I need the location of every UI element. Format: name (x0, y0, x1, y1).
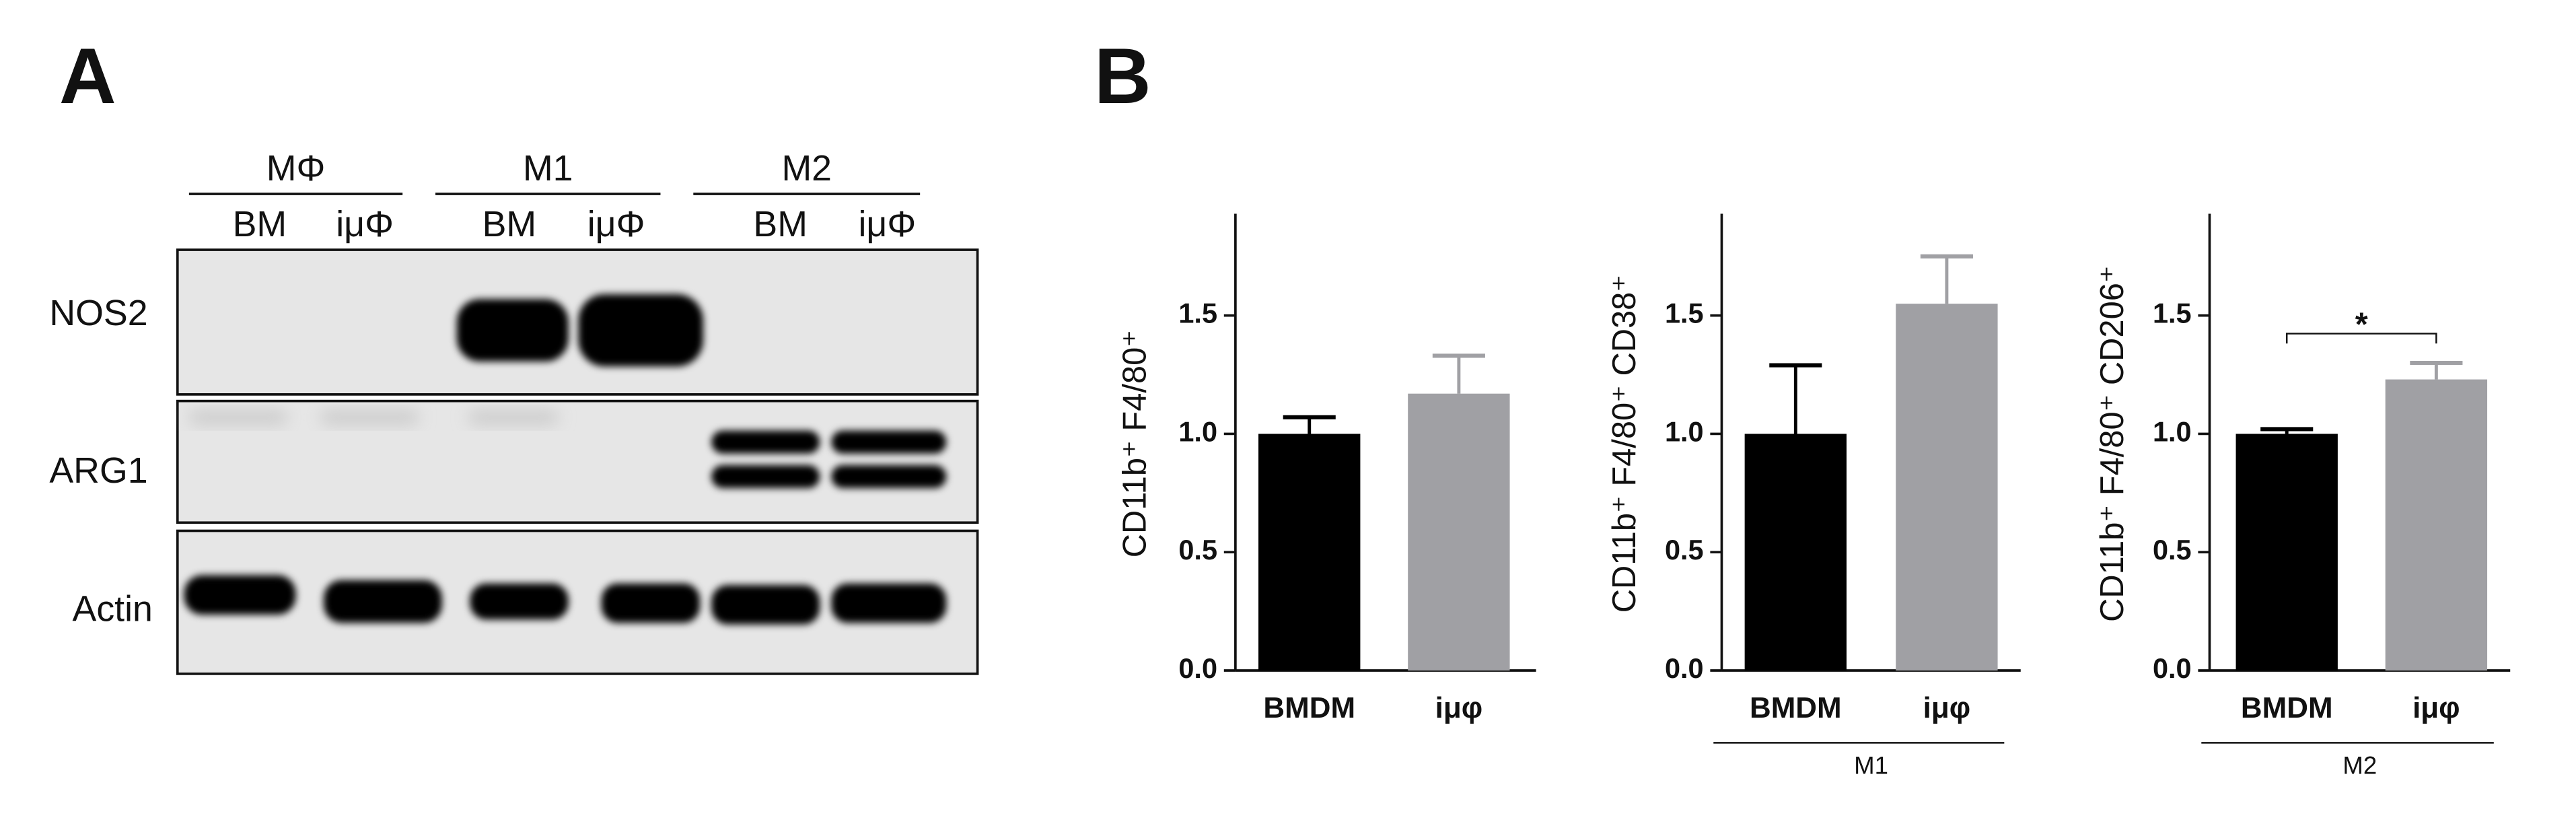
significance-bracket (2286, 333, 2437, 344)
x-tick-label: BMDM (1750, 691, 1842, 724)
band (184, 575, 296, 615)
y-tick-label: 0.5 (2153, 534, 2192, 565)
x-tick-label: iμφ (1435, 691, 1483, 724)
faint-band (188, 411, 288, 424)
row-label: NOS2 (49, 293, 147, 333)
panel-label: A (59, 32, 116, 120)
lane-label: BM (233, 204, 287, 244)
row-label: Actin (73, 588, 153, 629)
y-tick-label: 1.0 (1665, 415, 1704, 447)
group-label: M2 (781, 148, 832, 188)
band (711, 430, 820, 454)
y-axis-label: CD11b⁺ F4/80⁺ CD38⁺ (1606, 275, 1643, 613)
y-tick-label: 1.0 (2153, 415, 2192, 447)
band (831, 465, 947, 489)
lane-label: BM (482, 204, 537, 244)
y-axis-label: CD11b⁺ F4/80⁺ (1116, 330, 1153, 557)
group-label: MΦ (266, 148, 326, 188)
y-tick-label: 0.0 (1178, 652, 1217, 684)
band (578, 294, 703, 367)
bar (2235, 434, 2338, 671)
band (601, 583, 701, 623)
band (711, 585, 820, 625)
band (831, 583, 947, 623)
y-axis-label: CD11b⁺ F4/80⁺ CD206⁺ (2094, 265, 2131, 622)
y-tick-label: 1.5 (1178, 298, 1217, 329)
bar (1744, 434, 1847, 671)
group-label: M1 (523, 148, 573, 188)
faint-bands (188, 411, 559, 424)
lane-label: iμΦ (336, 204, 394, 244)
blot (176, 248, 979, 675)
y-tick-label: 0.5 (1665, 534, 1704, 565)
y-tick-label: 1.5 (1665, 298, 1704, 329)
band (324, 580, 442, 623)
lane-label: iμΦ (587, 204, 645, 244)
x-tick-label: iμφ (2412, 691, 2460, 724)
bar (1258, 434, 1361, 671)
x-tick-label: BMDM (2241, 691, 2333, 724)
panel-label: B (1094, 32, 1151, 120)
significance-label: * (2355, 307, 2368, 343)
band (711, 465, 820, 489)
group-label: M1 (1854, 752, 1888, 780)
lane-label: BM (753, 204, 808, 244)
y-tick-label: 1.0 (1178, 415, 1217, 447)
x-tick-label: iμφ (1923, 691, 1971, 724)
blot-box (176, 248, 979, 396)
y-tick-label: 1.5 (2153, 298, 2192, 329)
y-tick-label: 0.0 (2153, 652, 2192, 684)
bar (1408, 393, 1510, 671)
y-tick-label: 0.0 (1665, 652, 1704, 684)
blot-box (176, 399, 979, 524)
y-tick-label: 0.5 (1178, 534, 1217, 565)
faint-band (468, 411, 559, 424)
lane-label: iμΦ (859, 204, 917, 244)
band (831, 430, 947, 454)
bands (184, 294, 947, 625)
row-label: ARG1 (49, 450, 147, 491)
band (456, 299, 569, 362)
bar (2385, 379, 2488, 671)
bar (1896, 304, 1998, 671)
x-tick-label: BMDM (1263, 691, 1355, 724)
faint-band (320, 411, 419, 424)
band (470, 583, 569, 620)
group-label: M2 (2342, 752, 2377, 780)
